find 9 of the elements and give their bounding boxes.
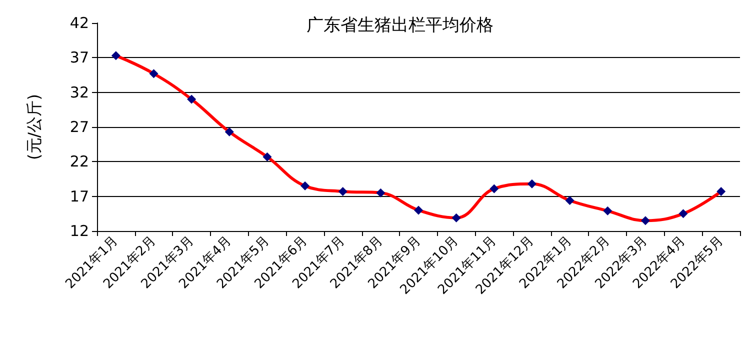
y-tick-label: 32: [70, 83, 89, 102]
y-tick-label: 17: [70, 187, 89, 206]
y-tick-label: 27: [70, 118, 89, 136]
y-tick-label: 22: [70, 152, 89, 171]
y-tick-label: 42: [70, 14, 89, 32]
y-axis-title: (元/公斤): [24, 94, 44, 160]
chart-title: 广东省生猪出栏平均价格: [306, 16, 494, 36]
y-tick-label: 12: [70, 222, 89, 240]
y-tick-label: 37: [70, 48, 89, 67]
